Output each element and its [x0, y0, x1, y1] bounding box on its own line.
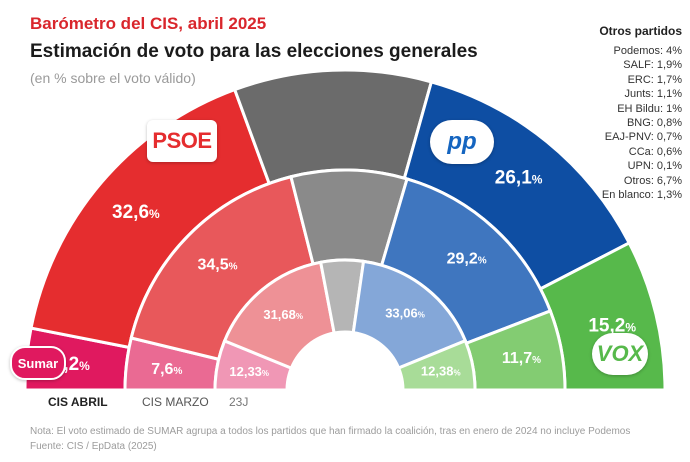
ring-label-cis-abril: CIS ABRIL — [48, 395, 108, 409]
pp-logo: PP — [430, 120, 494, 164]
other-party-item: CCa: 0,6% — [628, 145, 682, 158]
unit-symbol: % — [149, 207, 160, 221]
sumar-logo: Sumar — [10, 346, 66, 380]
psoe-logo: PSOE — [147, 120, 217, 162]
value-label-sumar-ring-1: 7,6% — [151, 361, 182, 378]
other-party-item: Junts: 1,1% — [624, 88, 682, 101]
value-label-vox-ring-2: 12,38% — [421, 364, 461, 379]
other-party-item: EH Bildu: 1% — [617, 102, 682, 115]
value-label-psoe-ring-2: 31,68% — [263, 307, 303, 322]
segment-pp-ring-2 — [351, 259, 468, 370]
unit-symbol: % — [173, 366, 182, 377]
segment-vox-ring-2 — [396, 338, 477, 392]
other-party-item: En blanco: 1,3% — [601, 189, 682, 202]
value-label-psoe-ring-0: 32,6% — [112, 202, 160, 223]
unit-symbol: % — [625, 321, 636, 335]
other-party-item: EAJ-PNV: 0,7% — [604, 131, 682, 144]
unit-symbol: % — [262, 369, 269, 378]
vox-logo: VOX — [592, 333, 648, 375]
chart-title: Estimación de voto para las elecciones g… — [30, 41, 478, 62]
ring-label-23j: 23J — [229, 395, 249, 409]
pp-logo-text: PP — [447, 128, 477, 155]
sumar-logo-text: Sumar — [17, 355, 59, 371]
segment-otros-ring-0 — [232, 68, 434, 186]
other-party-item: UPN: 0,1% — [627, 160, 682, 173]
value-label-pp-ring-0: 26,1% — [495, 167, 543, 188]
unit-symbol: % — [478, 256, 487, 267]
value-label-vox-ring-1: 11,7% — [502, 350, 541, 367]
source: Fuente: CIS / EpData (2025) — [30, 441, 157, 452]
unit-symbol: % — [296, 312, 303, 321]
unit-symbol: % — [453, 369, 460, 378]
unit-symbol: % — [532, 172, 543, 186]
unit-symbol: % — [229, 261, 238, 272]
vox-logo-text: VOX — [596, 341, 644, 366]
unit-symbol: % — [532, 355, 541, 366]
chart-kicker: Barómetro del CIS, abril 2025 — [30, 14, 267, 33]
footnote: Nota: El voto estimado de SUMAR agrupa a… — [30, 426, 631, 437]
unit-symbol: % — [418, 311, 425, 320]
value-label-vox-ring-0: 15,2% — [588, 316, 636, 337]
value-label-pp-ring-2: 33,06% — [385, 306, 425, 321]
value-label-pp-ring-1: 29,2% — [447, 251, 487, 268]
other-party-item: ERC: 1,7% — [627, 73, 682, 86]
psoe-logo-text: PSOE — [152, 128, 212, 153]
other-party-item: Otros: 6,7% — [623, 174, 682, 187]
other-party-item: BNG: 0,8% — [626, 117, 682, 130]
other-party-item: SALF: 1,9% — [623, 59, 682, 72]
ring-label-cis-marzo: CIS MARZO — [142, 395, 209, 409]
other-parties-title: Otros partidos — [599, 24, 682, 38]
unit-symbol: % — [79, 359, 90, 373]
other-parties-panel: Otros partidos Podemos: 4% SALF: 1,9% ERC:… — [562, 24, 682, 202]
other-party-item: Podemos: 4% — [613, 45, 682, 57]
value-label-psoe-ring-1: 34,5% — [197, 256, 237, 273]
value-label-sumar-ring-2: 12,33% — [229, 364, 269, 379]
other-parties-list: Podemos: 4% SALF: 1,9% ERC: 1,7% Junts: 1,1… — [562, 44, 682, 202]
chart-subtitle: (en % sobre el voto válido) — [30, 70, 196, 86]
